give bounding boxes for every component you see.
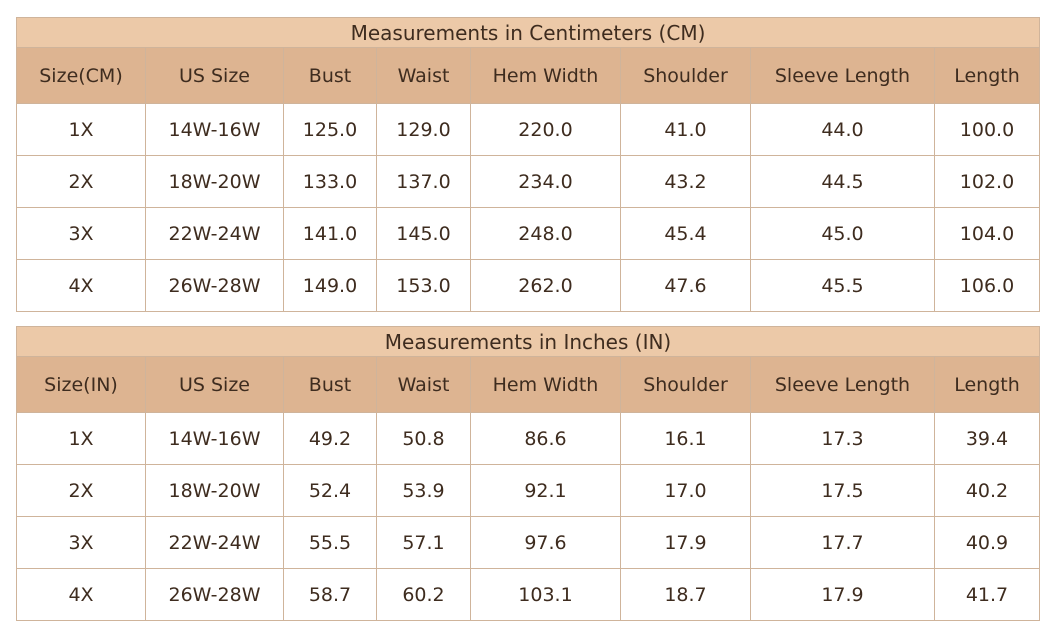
table-cell: 129.0 <box>377 104 471 156</box>
column-header: Bust <box>284 357 377 413</box>
column-header: Length <box>935 48 1040 104</box>
table-cell: 102.0 <box>935 156 1040 208</box>
column-header: US Size <box>146 357 284 413</box>
table-cell: 145.0 <box>377 208 471 260</box>
table-cell: 17.0 <box>621 465 751 517</box>
column-header: Sleeve Length <box>751 48 935 104</box>
column-header: Waist <box>377 357 471 413</box>
table-cell: 17.5 <box>751 465 935 517</box>
table-cell: 2X <box>16 156 146 208</box>
table-cell: 53.9 <box>377 465 471 517</box>
column-header: Hem Width <box>471 357 621 413</box>
table-cell: 17.3 <box>751 413 935 465</box>
table-cell: 45.0 <box>751 208 935 260</box>
table-cell: 103.1 <box>471 569 621 621</box>
column-header: Shoulder <box>621 357 751 413</box>
table-cell: 149.0 <box>284 260 377 312</box>
column-header: Size(CM) <box>16 48 146 104</box>
table-cell: 262.0 <box>471 260 621 312</box>
table-cell: 26W-28W <box>146 569 284 621</box>
table-cell: 234.0 <box>471 156 621 208</box>
table-cell: 47.6 <box>621 260 751 312</box>
table-cell: 50.8 <box>377 413 471 465</box>
table-cell: 45.5 <box>751 260 935 312</box>
table-title: Measurements in Centimeters (CM) <box>16 17 1040 48</box>
column-header: Bust <box>284 48 377 104</box>
table-cell: 4X <box>16 260 146 312</box>
table-cell: 22W-24W <box>146 517 284 569</box>
table-cell: 41.7 <box>935 569 1040 621</box>
table-cell: 17.7 <box>751 517 935 569</box>
table-cell: 4X <box>16 569 146 621</box>
column-header: Waist <box>377 48 471 104</box>
table-cell: 45.4 <box>621 208 751 260</box>
table-cell: 137.0 <box>377 156 471 208</box>
table-cell: 220.0 <box>471 104 621 156</box>
table-cell: 44.5 <box>751 156 935 208</box>
table-cell: 86.6 <box>471 413 621 465</box>
table-cell: 26W-28W <box>146 260 284 312</box>
table-cell: 41.0 <box>621 104 751 156</box>
column-header: Shoulder <box>621 48 751 104</box>
column-header: Sleeve Length <box>751 357 935 413</box>
table-cell: 248.0 <box>471 208 621 260</box>
table-cell: 14W-16W <box>146 413 284 465</box>
table-cell: 18W-20W <box>146 156 284 208</box>
table-cell: 2X <box>16 465 146 517</box>
column-header: Length <box>935 357 1040 413</box>
table-cell: 100.0 <box>935 104 1040 156</box>
table-cell: 60.2 <box>377 569 471 621</box>
table-cell: 43.2 <box>621 156 751 208</box>
column-header: Size(IN) <box>16 357 146 413</box>
table-cell: 141.0 <box>284 208 377 260</box>
table-cell: 40.2 <box>935 465 1040 517</box>
table-cell: 17.9 <box>751 569 935 621</box>
table-cell: 17.9 <box>621 517 751 569</box>
table-cell: 153.0 <box>377 260 471 312</box>
table-cell: 1X <box>16 413 146 465</box>
table-cell: 52.4 <box>284 465 377 517</box>
table-cell: 18.7 <box>621 569 751 621</box>
table-cell: 92.1 <box>471 465 621 517</box>
table-cell: 3X <box>16 517 146 569</box>
table-cell: 3X <box>16 208 146 260</box>
column-header: US Size <box>146 48 284 104</box>
column-header: Hem Width <box>471 48 621 104</box>
table-cell: 125.0 <box>284 104 377 156</box>
table-cell: 97.6 <box>471 517 621 569</box>
table-cell: 57.1 <box>377 517 471 569</box>
table-cell: 133.0 <box>284 156 377 208</box>
table-cell: 39.4 <box>935 413 1040 465</box>
table-cell: 18W-20W <box>146 465 284 517</box>
table-cell: 104.0 <box>935 208 1040 260</box>
table-cell: 14W-16W <box>146 104 284 156</box>
table-cell: 16.1 <box>621 413 751 465</box>
table-cell: 106.0 <box>935 260 1040 312</box>
table-cell: 49.2 <box>284 413 377 465</box>
table-cell: 1X <box>16 104 146 156</box>
table-cell: 22W-24W <box>146 208 284 260</box>
table-cell: 58.7 <box>284 569 377 621</box>
table-cell: 55.5 <box>284 517 377 569</box>
table-title: Measurements in Inches (IN) <box>16 326 1040 357</box>
table-cell: 40.9 <box>935 517 1040 569</box>
table-cell: 44.0 <box>751 104 935 156</box>
